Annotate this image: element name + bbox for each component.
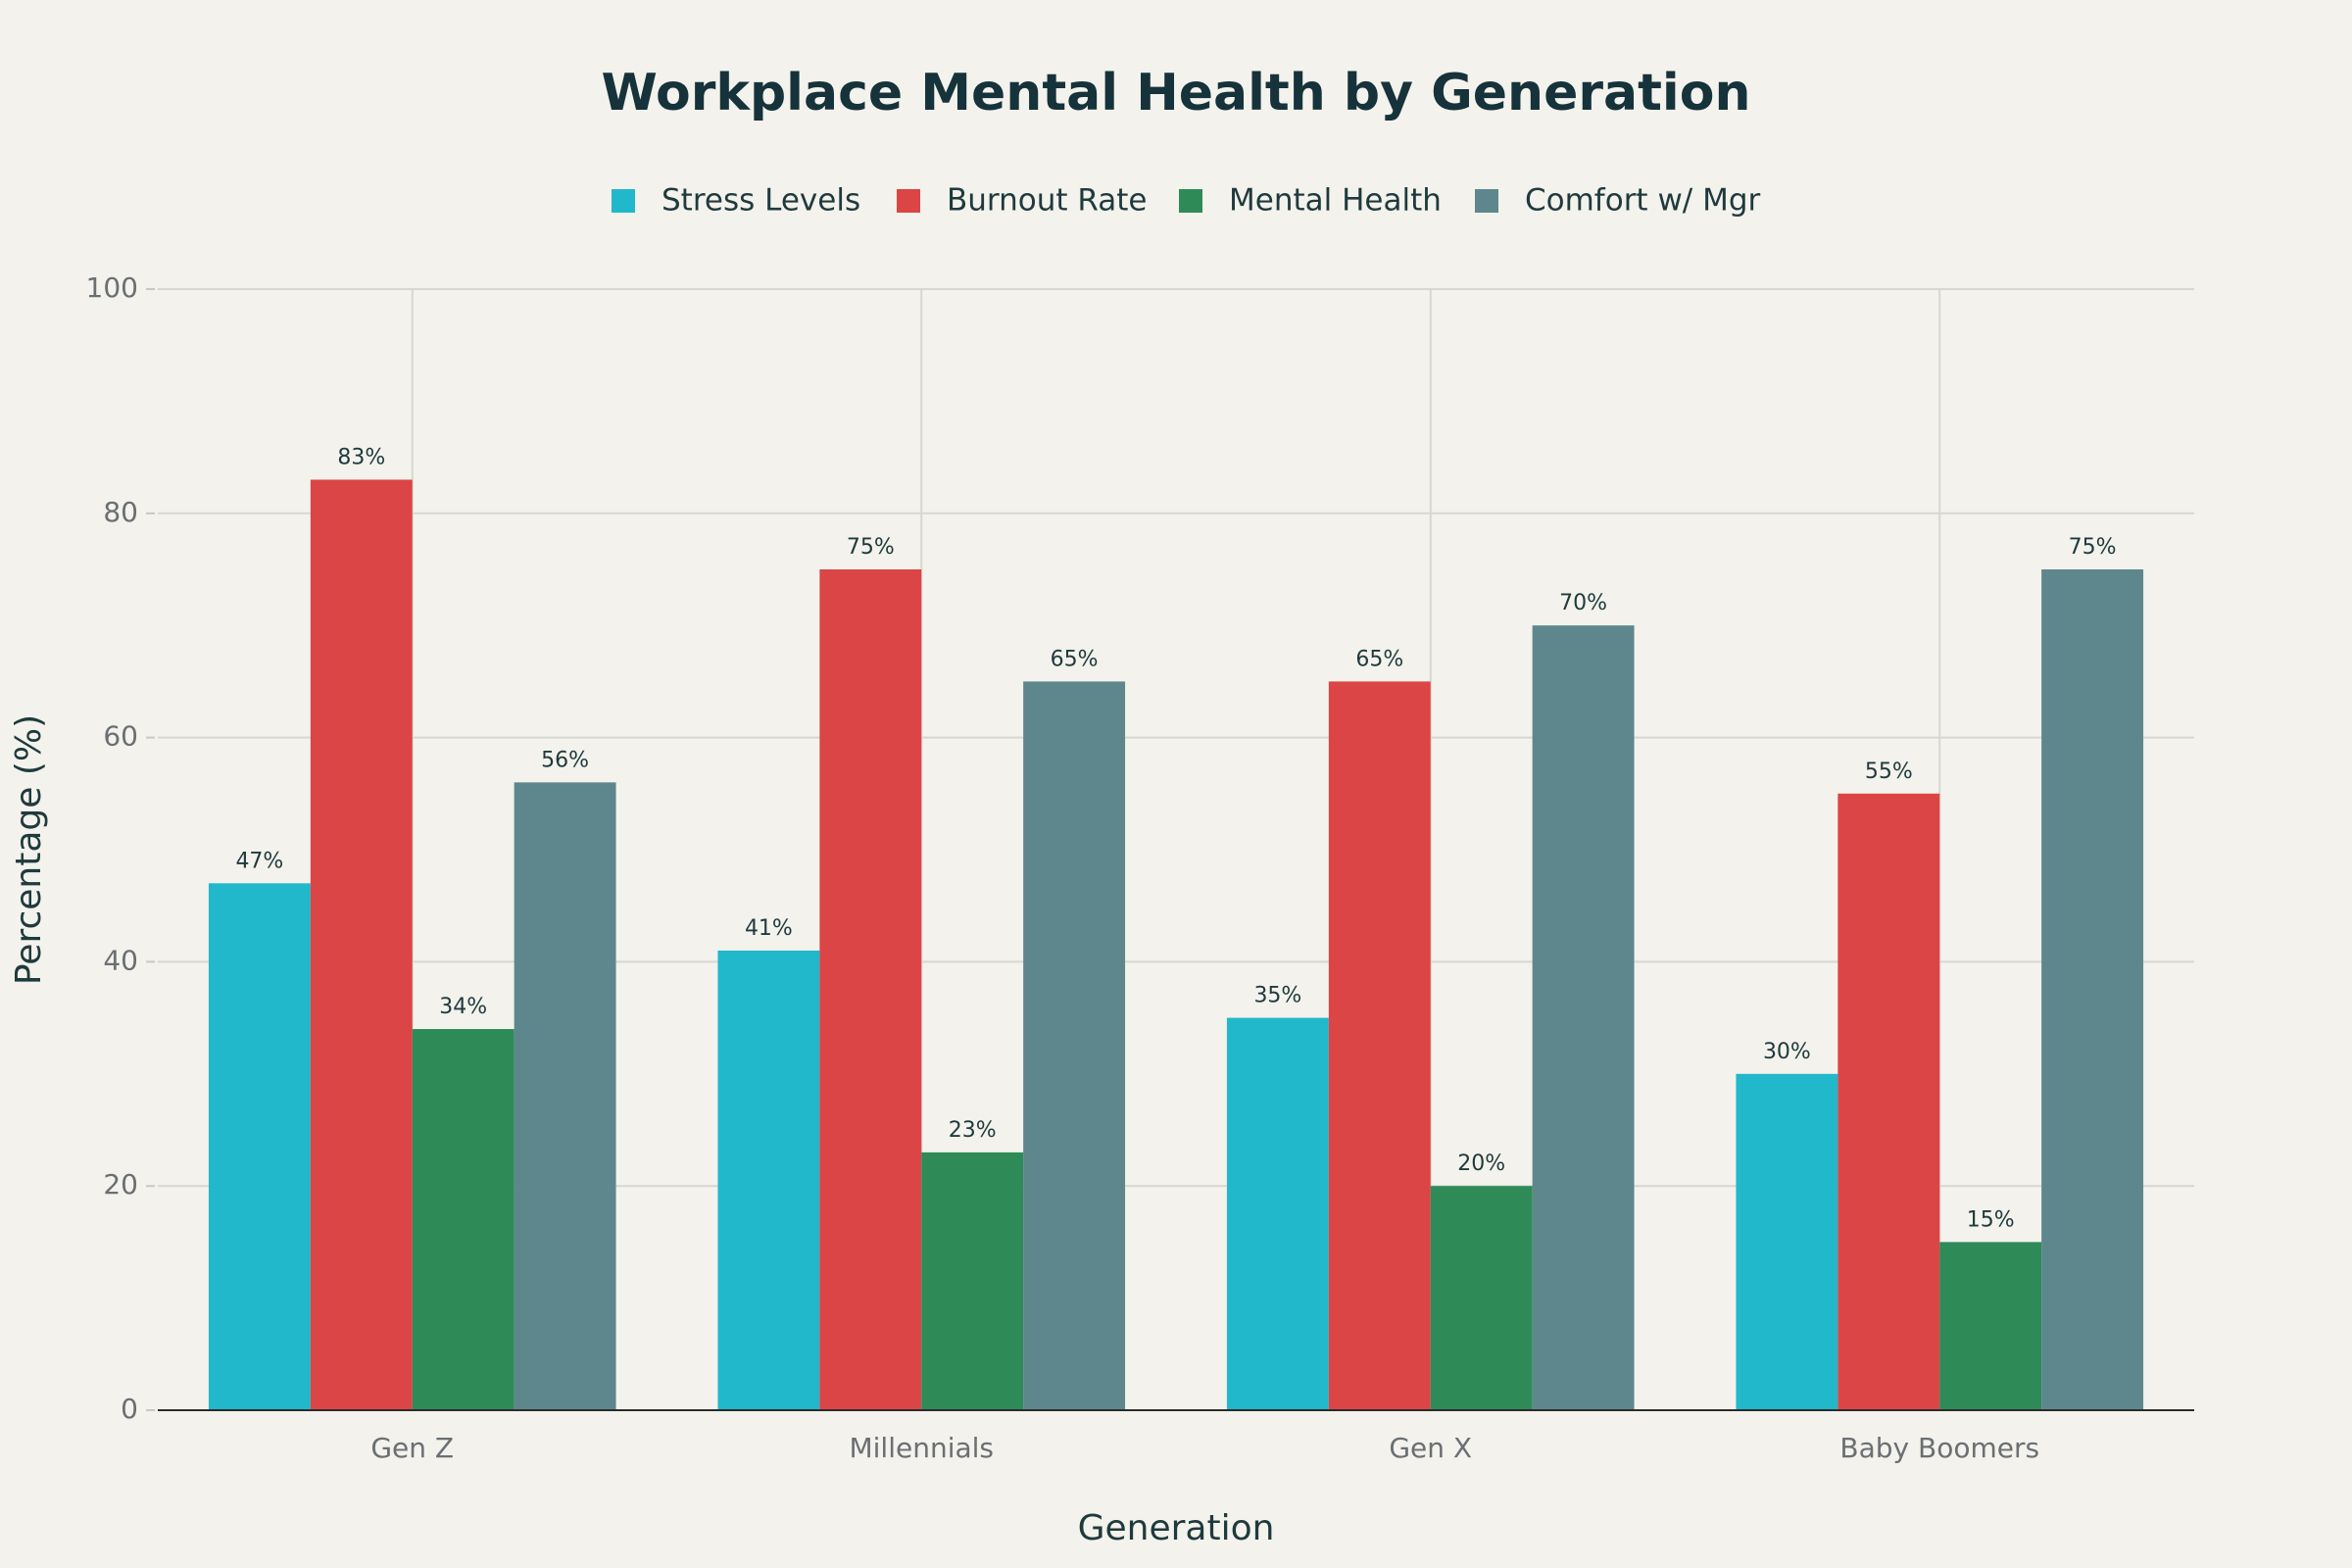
bar xyxy=(1939,1242,2042,1410)
bar xyxy=(1328,681,1431,1410)
x-tick-label: Gen X xyxy=(1389,1432,1472,1464)
x-tick-label: Baby Boomers xyxy=(1839,1432,2039,1464)
bar xyxy=(208,883,311,1410)
bar xyxy=(1532,625,1635,1410)
x-tick-label: Gen Z xyxy=(370,1432,454,1464)
value-label: 23% xyxy=(949,1118,997,1143)
y-tick-label: 20 xyxy=(103,1168,138,1200)
legend-label: Stress Levels xyxy=(662,183,860,219)
chart-title: Workplace Mental Health by Generation xyxy=(602,64,1751,122)
value-label: 83% xyxy=(337,445,385,469)
y-tick-label: 60 xyxy=(103,720,138,753)
value-label: 30% xyxy=(1763,1040,1811,1064)
value-label: 15% xyxy=(1967,1207,2015,1232)
bar xyxy=(819,569,922,1410)
legend-swatch xyxy=(1475,189,1498,213)
y-tick-label: 100 xyxy=(86,271,138,304)
legend-swatch xyxy=(1179,189,1202,213)
bar xyxy=(2041,569,2144,1410)
legend-label: Mental Health xyxy=(1229,183,1442,219)
bar xyxy=(412,1029,514,1410)
x-axis-title: Generation xyxy=(1078,1508,1275,1548)
y-tick-label: 80 xyxy=(103,496,138,528)
value-label: 34% xyxy=(439,995,487,1019)
legend-swatch xyxy=(897,189,920,213)
bar xyxy=(310,479,413,1411)
bar xyxy=(514,782,616,1410)
value-label: 75% xyxy=(2069,535,2117,560)
y-tick-label: 0 xyxy=(121,1393,138,1425)
value-label: 75% xyxy=(847,535,895,560)
value-label: 41% xyxy=(745,916,793,941)
legend-label: Comfort w/ Mgr xyxy=(1525,183,1761,219)
legend-swatch xyxy=(612,189,635,213)
value-label: 55% xyxy=(1865,760,1913,784)
value-label: 70% xyxy=(1559,591,1607,615)
value-label: 65% xyxy=(1355,647,1403,671)
legend-label: Burnout Rate xyxy=(947,183,1147,219)
bar xyxy=(1838,793,1940,1410)
value-label: 65% xyxy=(1051,647,1099,671)
x-tick-label: Millennials xyxy=(849,1432,994,1464)
value-label: 56% xyxy=(541,748,589,772)
bar xyxy=(1430,1186,1533,1410)
y-tick-label: 40 xyxy=(103,944,138,976)
value-label: 20% xyxy=(1457,1152,1505,1176)
bar xyxy=(921,1152,1024,1410)
y-axis-title: Percentage (%) xyxy=(9,714,49,985)
value-label: 35% xyxy=(1253,984,1301,1008)
value-label: 47% xyxy=(235,849,283,873)
bar xyxy=(1736,1073,1838,1410)
bar xyxy=(1226,1017,1329,1410)
bar xyxy=(717,950,820,1410)
bar xyxy=(1023,681,1126,1410)
